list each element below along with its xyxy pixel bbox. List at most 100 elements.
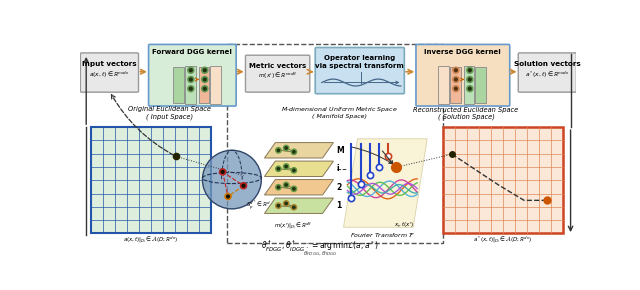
Circle shape [189, 69, 192, 72]
Circle shape [225, 193, 231, 200]
Bar [476, 67, 486, 103]
Circle shape [467, 86, 473, 92]
Circle shape [204, 69, 206, 72]
FancyBboxPatch shape [518, 53, 577, 92]
Circle shape [202, 76, 208, 83]
Text: Forward DGG kernel: Forward DGG kernel [152, 49, 232, 55]
Circle shape [284, 201, 289, 206]
Circle shape [284, 145, 289, 151]
Text: via spectral transform: via spectral transform [316, 64, 404, 69]
Bar [451, 67, 461, 103]
Circle shape [291, 168, 296, 173]
FancyBboxPatch shape [316, 48, 404, 94]
Text: Solution vectors: Solution vectors [514, 61, 580, 67]
Bar [173, 67, 184, 103]
Circle shape [454, 78, 457, 81]
Circle shape [276, 184, 281, 190]
Circle shape [188, 86, 194, 92]
Circle shape [188, 67, 194, 73]
Circle shape [291, 204, 296, 210]
Text: ( Manifold Space): ( Manifold Space) [312, 114, 367, 119]
Circle shape [242, 184, 245, 187]
Circle shape [241, 183, 246, 189]
Text: 2: 2 [337, 183, 342, 192]
Bar [438, 66, 449, 104]
Polygon shape [264, 180, 333, 195]
Circle shape [285, 184, 287, 186]
Circle shape [202, 150, 261, 209]
Text: ( Solution Space): ( Solution Space) [438, 113, 494, 120]
Circle shape [292, 188, 295, 190]
Text: ( Input Space): ( Input Space) [145, 113, 193, 120]
Bar [210, 66, 221, 104]
Circle shape [284, 164, 289, 169]
Circle shape [202, 67, 208, 73]
Text: $a^*(x,t)\in\mathbb{R}^{nod_a}$: $a^*(x,t)\in\mathbb{R}^{nod_a}$ [525, 70, 570, 80]
Circle shape [468, 69, 471, 72]
Circle shape [189, 87, 192, 90]
Circle shape [292, 151, 295, 153]
Circle shape [292, 206, 295, 209]
Circle shape [220, 169, 226, 175]
Circle shape [276, 203, 281, 209]
Text: Reconstructed Euclidean Space: Reconstructed Euclidean Space [413, 106, 518, 113]
Bar [227, 44, 443, 243]
Text: Metric vectors: Metric vectors [249, 64, 307, 69]
Circle shape [467, 76, 473, 83]
Text: $a(x,t)\in\mathbb{R}^{nod_a}$: $a(x,t)\in\mathbb{R}^{nod_a}$ [90, 70, 129, 80]
Circle shape [276, 166, 281, 171]
Circle shape [452, 76, 459, 83]
Text: $a(x,t)|_{D_i}\in\mathcal{A}(D;\mathbb{R}^{d_a})$: $a(x,t)|_{D_i}\in\mathcal{A}(D;\mathbb{R… [124, 235, 179, 245]
Circle shape [291, 149, 296, 155]
Text: Operator learning: Operator learning [324, 55, 396, 61]
FancyBboxPatch shape [246, 55, 310, 92]
Bar [91, 127, 211, 233]
Circle shape [202, 86, 208, 92]
Text: M: M [337, 146, 344, 155]
Circle shape [454, 69, 457, 72]
Circle shape [227, 195, 229, 198]
Circle shape [468, 87, 471, 90]
Circle shape [277, 186, 280, 188]
Circle shape [277, 204, 280, 207]
Circle shape [468, 78, 471, 81]
Text: $\theta^\dagger_{FDGG}, \theta^\dagger_{IDGG}:= \arg\min \mathcal{L}(a,a^*)$: $\theta^\dagger_{FDGG}, \theta^\dagger_{… [262, 239, 379, 254]
Text: $S^{d^*}_p\in\mathbb{R}^d$: $S^{d^*}_p\in\mathbb{R}^d$ [246, 199, 271, 213]
Bar [443, 127, 563, 233]
Bar [186, 66, 196, 104]
Circle shape [277, 168, 280, 170]
Text: Original Euclidean Space: Original Euclidean Space [127, 106, 211, 113]
Circle shape [189, 78, 192, 81]
Circle shape [221, 171, 224, 173]
Circle shape [188, 76, 194, 83]
Polygon shape [264, 198, 333, 213]
Text: $m(x')\in\mathbb{R}^{nod_M}$: $m(x')\in\mathbb{R}^{nod_M}$ [258, 71, 297, 81]
Polygon shape [264, 161, 333, 177]
Text: $\theta_{FDGG}, \theta_{IDGG}$: $\theta_{FDGG}, \theta_{IDGG}$ [303, 249, 338, 258]
Text: $m(x')|_{D_i}\in\mathbb{R}^{d_M}$: $m(x')|_{D_i}\in\mathbb{R}^{d_M}$ [275, 221, 312, 231]
FancyBboxPatch shape [416, 44, 509, 106]
Text: Input vectors: Input vectors [82, 61, 137, 67]
Bar [198, 67, 209, 103]
Polygon shape [344, 139, 428, 227]
Circle shape [454, 87, 457, 90]
Circle shape [284, 182, 289, 188]
Circle shape [285, 202, 287, 204]
Text: 1: 1 [337, 201, 342, 210]
Circle shape [291, 186, 296, 191]
Circle shape [452, 86, 459, 92]
Polygon shape [264, 143, 333, 158]
Circle shape [292, 169, 295, 171]
Circle shape [452, 67, 459, 73]
Text: i: i [337, 164, 339, 173]
FancyBboxPatch shape [81, 53, 138, 92]
Circle shape [285, 147, 287, 149]
Text: $M$-dimensional Uniform Metric Space: $M$-dimensional Uniform Metric Space [281, 105, 398, 114]
Text: Fourier Transform $\mathcal{F}$: Fourier Transform $\mathcal{F}$ [350, 231, 415, 239]
Circle shape [285, 165, 287, 168]
Text: Inverse DGG kernel: Inverse DGG kernel [424, 49, 501, 55]
Circle shape [204, 87, 206, 90]
Circle shape [276, 148, 281, 153]
Circle shape [467, 67, 473, 73]
FancyBboxPatch shape [148, 44, 236, 106]
